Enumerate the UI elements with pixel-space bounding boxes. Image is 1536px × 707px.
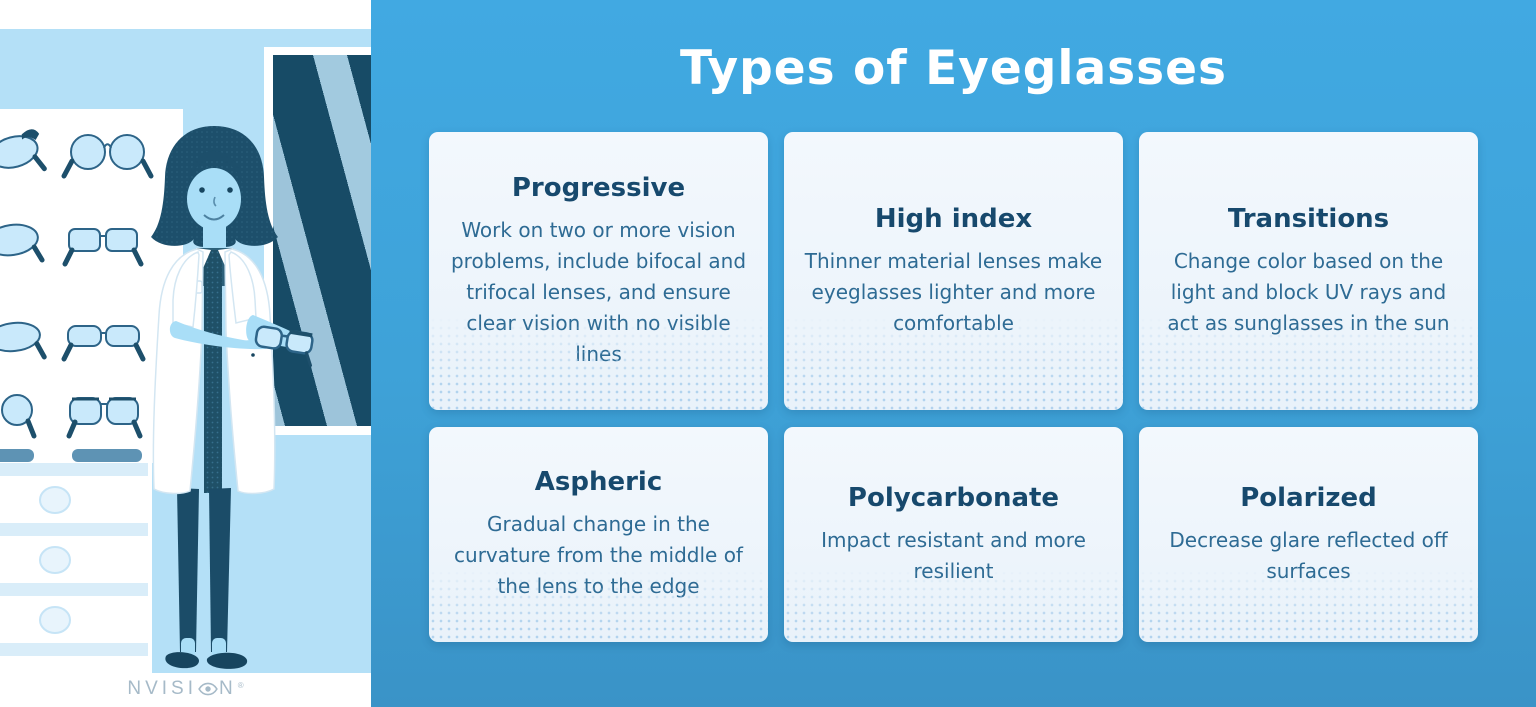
- display-shelf: [0, 449, 142, 462]
- card-body: Impact resistant and more resilient: [821, 527, 1086, 583]
- eye: [199, 187, 205, 193]
- smile: [203, 214, 225, 221]
- eyeglasses-display-frames: [0, 129, 154, 439]
- card-heading: Polarized: [1240, 482, 1377, 513]
- forearm: [169, 321, 270, 350]
- card-body: Thinner material lenses make eyeglasses …: [804, 248, 1103, 335]
- tie: [204, 250, 222, 493]
- leg: [177, 488, 199, 652]
- card-transitions: Transitions Change color based on the li…: [1139, 132, 1478, 411]
- held-glasses-icon: [254, 325, 314, 367]
- shoe: [165, 652, 199, 669]
- card-body: Work on two or more vision problems, inc…: [450, 217, 747, 366]
- page-title: Types of Eyeglasses: [680, 41, 1227, 96]
- card-body: Gradual change in the curvature from the…: [454, 512, 743, 599]
- card-heading: Polycarbonate: [847, 482, 1060, 513]
- card-body: Decrease glare reflected off surfaces: [1169, 527, 1448, 583]
- eye: [227, 187, 233, 193]
- coat-sleeve: [228, 251, 257, 324]
- hair-fringe: [189, 150, 243, 184]
- brand-logo: NVISI N ®: [0, 673, 371, 705]
- registered-mark: ®: [237, 680, 244, 690]
- coat-sleeve: [172, 251, 200, 328]
- content-panel: Types of Eyeglasses Progressive Work on …: [371, 0, 1536, 707]
- drawer-knob: [39, 546, 71, 574]
- card-progressive: Progressive Work on two or more vision p…: [429, 132, 768, 411]
- browline-glasses-icon: [66, 397, 143, 439]
- card-heading: Transitions: [1227, 203, 1390, 234]
- card-polycarbonate: Polycarbonate Impact resistant and more …: [784, 427, 1123, 643]
- illustration-panel: NVISI N ®: [0, 0, 371, 707]
- card-heading: Progressive: [511, 172, 686, 203]
- cateye-glasses-icon: [0, 129, 47, 172]
- drawer-knob: [39, 486, 71, 514]
- logo-text-prefix: NVISI: [127, 678, 197, 699]
- card-aspheric: Aspheric Gradual change in the curvature…: [429, 427, 768, 643]
- leg: [209, 488, 231, 652]
- round-glasses-icon: [61, 134, 154, 179]
- logo-text-suffix: N: [218, 678, 237, 699]
- card-heading: Aspheric: [534, 467, 663, 498]
- drawer-knob: [39, 606, 71, 634]
- coat-button: [251, 353, 255, 357]
- drawer-cabinet: [0, 463, 152, 673]
- card-heading: High index: [874, 203, 1033, 234]
- rectangular-glasses-icon: [62, 228, 144, 267]
- optician-illustration: [151, 126, 314, 669]
- logo-eye-icon: [198, 682, 218, 696]
- oval-glasses-icon: [0, 223, 45, 263]
- slim-glasses-icon: [61, 325, 146, 362]
- mirror: [264, 47, 371, 435]
- oval-glasses-icon: [0, 321, 47, 360]
- cards-grid: Progressive Work on two or more vision p…: [429, 132, 1478, 643]
- optical-store-illustration: [0, 0, 371, 707]
- card-high-index: High index Thinner material lenses make …: [784, 132, 1123, 411]
- card-polarized: Polarized Decrease glare reflected off s…: [1139, 427, 1478, 643]
- card-body: Change color based on the light and bloc…: [1167, 248, 1450, 335]
- shoe: [206, 652, 248, 669]
- round-glasses-icon: [1, 394, 37, 439]
- nose: [213, 196, 217, 207]
